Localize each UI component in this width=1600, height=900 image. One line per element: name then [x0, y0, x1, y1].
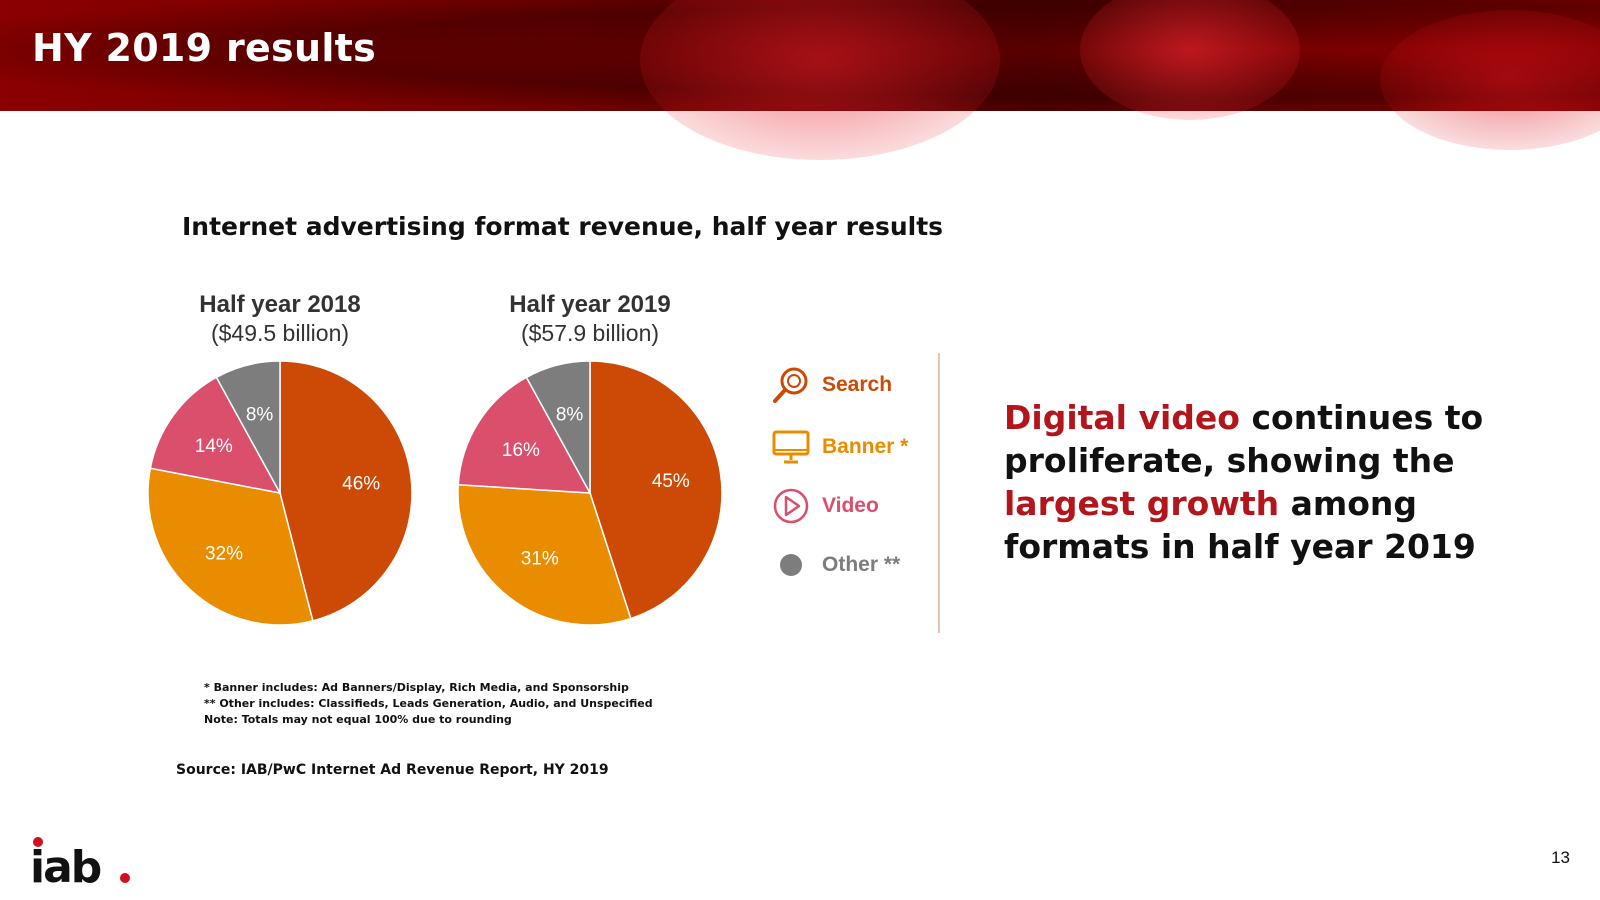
legend-label: Search [822, 373, 893, 396]
legend-item-other: Other ** [770, 545, 900, 585]
pie-slice-search [589, 360, 723, 620]
monitor-icon [770, 426, 812, 468]
legend-item-video: Video [770, 486, 879, 526]
pie-subtitle: ($49.5 billion) [211, 320, 349, 346]
logo-text: iab [30, 842, 101, 890]
pie-title: Half year 2019 [509, 291, 670, 318]
legend-label: Banner * [822, 435, 909, 458]
pie-charts: Half year 2018($49.5 billion) 46% 32% 14% 8%… [147, 291, 723, 626]
slice-label: 32% [205, 544, 243, 565]
slice-label: 45% [652, 471, 690, 492]
divider-line [938, 353, 940, 633]
pie-title: Half year 2018 [199, 291, 360, 318]
pie-slice-other [215, 360, 281, 494]
headline: Digital video continues to proliferate, … [1004, 396, 1564, 568]
magnifier-icon [770, 364, 812, 406]
legend-label: Other ** [822, 553, 901, 576]
slice-label: 14% [195, 436, 233, 457]
legend-item-search: Search [770, 365, 892, 405]
slice-label: 8% [556, 405, 584, 426]
legend-label: Video [822, 494, 879, 517]
footnotes: * Banner includes: Ad Banners/Display, R… [204, 680, 653, 728]
slice-label: 31% [521, 549, 559, 570]
footnote: ** Other includes: Classifieds, Leads Ge… [204, 697, 653, 710]
footnote: * Banner includes: Ad Banners/Display, R… [204, 681, 629, 694]
footnote: Note: Totals may not equal 100% due to r… [204, 713, 512, 726]
headline-highlight: Digital video [1004, 398, 1240, 437]
dot-icon [770, 544, 812, 586]
header-decoration [1080, 0, 1300, 120]
logo-dot-i [33, 837, 43, 847]
header-decoration [640, 0, 1000, 160]
slice-label: 8% [246, 405, 274, 426]
slice-label: 16% [502, 440, 540, 461]
header-decoration [1380, 10, 1600, 150]
logo-dot [120, 873, 130, 883]
pie-subtitle: ($57.9 billion) [521, 320, 659, 346]
source-note: Source: IAB/PwC Internet Ad Revenue Repo… [176, 762, 609, 778]
pie-slice-banner [457, 483, 632, 626]
play-icon [770, 485, 812, 527]
pie-slice-video [149, 376, 282, 495]
legend-item-banner: Banner * [770, 427, 908, 467]
page-number: 13 [1551, 848, 1570, 867]
pie-slice-banner [147, 467, 314, 626]
chart-title: Internet advertising format revenue, hal… [182, 212, 944, 241]
pie-slice-video [457, 376, 592, 494]
headline-text: continues to proliferate, showing the [1004, 398, 1484, 480]
iab-logo: iab [30, 837, 130, 890]
header-banner: HY 2019 results [0, 0, 1600, 160]
slide-title: HY 2019 results [32, 26, 377, 70]
pie-slice-other [525, 360, 591, 494]
headline-highlight: largest growth [1004, 484, 1280, 523]
slice-label: 46% [342, 474, 380, 495]
pie-slice-search [279, 360, 413, 622]
headline-text: among formats in half year 2019 [1004, 484, 1476, 566]
